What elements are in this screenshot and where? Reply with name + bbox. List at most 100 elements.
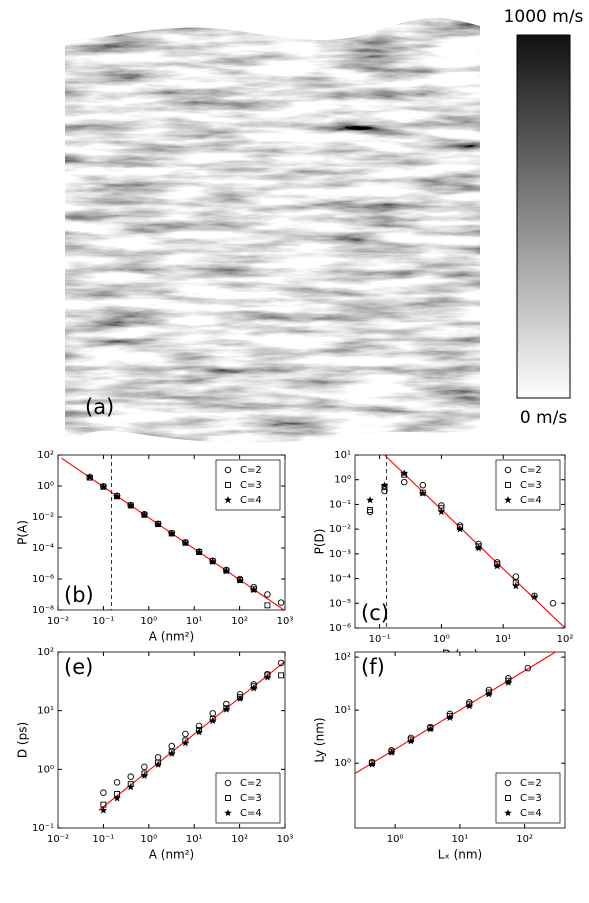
colorbar-label: 1000 m/s [504,7,584,27]
marker [505,482,511,488]
y-tick-label: 10⁰ [334,475,351,486]
panel: 10⁰ 10¹ 10² 10⁰ 10¹ 10² Lₓ (nm) Ly (nm) C=2 C=3 C=… [313,651,566,862]
y-tick-label: 10⁻³ [329,549,351,560]
marker [530,592,539,601]
panel-label: (e) [64,655,93,679]
marker [387,748,396,756]
marker [113,794,121,802]
marker [465,701,474,710]
marker [140,771,149,779]
y-tick-label: 10⁰ [37,764,54,775]
x-axis-label: A (nm²) [149,630,195,644]
marker [366,496,374,504]
panel-label: (c) [361,601,389,625]
x-tick-label: 10⁰ [387,834,404,845]
y-tick-label: 10¹ [37,706,54,717]
marker [418,489,427,497]
marker [224,466,232,474]
marker [195,548,203,556]
marker [249,684,258,692]
marker [368,760,376,768]
marker [400,478,408,486]
velocity-map [65,18,480,443]
y-axis-label: D (ps) [16,722,30,758]
marker [181,739,190,747]
marker [381,487,388,495]
marker [167,529,176,537]
marker [264,591,271,598]
y-tick-label: 10² [37,450,54,461]
y-tick-label: 10⁻⁴ [32,543,54,554]
marker [400,469,408,477]
marker [407,737,415,745]
marker [504,809,512,817]
marker [154,520,162,528]
panel-label: (a) [85,395,114,419]
x-tick-label: 10⁻² [47,834,69,845]
marker [236,694,244,702]
marker [485,690,493,698]
marker [504,678,513,686]
marker [126,501,135,509]
marker [126,782,135,791]
marker [141,763,148,771]
marker [222,705,231,713]
legend-label: C=2 [240,465,262,476]
marker [446,713,454,721]
fit-line [384,455,565,628]
marker [278,672,285,679]
panel: 10⁻¹ 10⁰ 10¹ 10² 10⁻⁶ 10⁻⁵ 10⁻⁴ 10⁻³ 10⁻² 10⁻¹ 10⁰… [313,450,574,662]
marker [437,507,446,516]
y-tick-label: 10⁻⁸ [32,605,54,616]
y-tick-label: 10⁻¹ [32,823,54,834]
y-tick-label: 10⁻⁶ [32,574,54,585]
legend-label: C=2 [520,778,542,789]
marker [113,779,121,786]
marker [474,544,483,552]
marker [181,539,190,547]
y-tick-label: 10⁻² [329,524,351,535]
marker [277,599,285,606]
legend-label: C=4 [520,495,542,506]
marker [99,482,108,491]
x-tick-label: 10⁰ [140,616,157,627]
marker [195,728,203,736]
x-tick-label: 10³ [277,834,294,845]
y-tick-label: 10² [37,647,54,658]
marker [504,466,512,474]
panel-label: (b) [64,583,94,607]
legend-label: C=4 [240,495,262,506]
marker [249,585,258,594]
y-tick-label: 10⁻⁶ [329,623,351,634]
marker [549,600,557,607]
x-tick-label: 10³ [277,616,294,627]
colorbar-label: 0 m/s [520,408,568,428]
x-tick-label: 10¹ [186,834,203,845]
marker [264,602,271,609]
y-tick-label: 10² [334,652,351,663]
marker [85,473,94,481]
marker [236,576,244,584]
legend-label: C=2 [520,465,542,476]
x-tick-label: 10² [516,834,533,845]
legend-label: C=3 [520,793,542,804]
legend-label: C=4 [520,808,542,819]
marker [100,789,107,796]
legend-label: C=3 [240,480,262,491]
marker [167,749,176,757]
marker [225,482,231,488]
marker [504,496,512,504]
y-tick-label: 10⁰ [37,481,54,492]
marker [224,496,232,504]
marker [225,795,231,801]
marker [154,760,162,768]
x-tick-label: 10² [231,616,248,627]
panel-label: (f) [361,655,385,679]
marker [426,725,435,733]
marker [504,779,512,787]
y-axis-label: P(D) [313,529,327,555]
x-tick-label: 10⁻² [47,616,69,627]
marker [367,506,373,513]
x-tick-label: 10⁻¹ [92,834,114,845]
